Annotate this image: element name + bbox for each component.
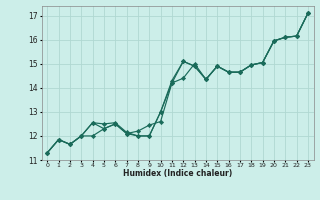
X-axis label: Humidex (Indice chaleur): Humidex (Indice chaleur) (123, 169, 232, 178)
